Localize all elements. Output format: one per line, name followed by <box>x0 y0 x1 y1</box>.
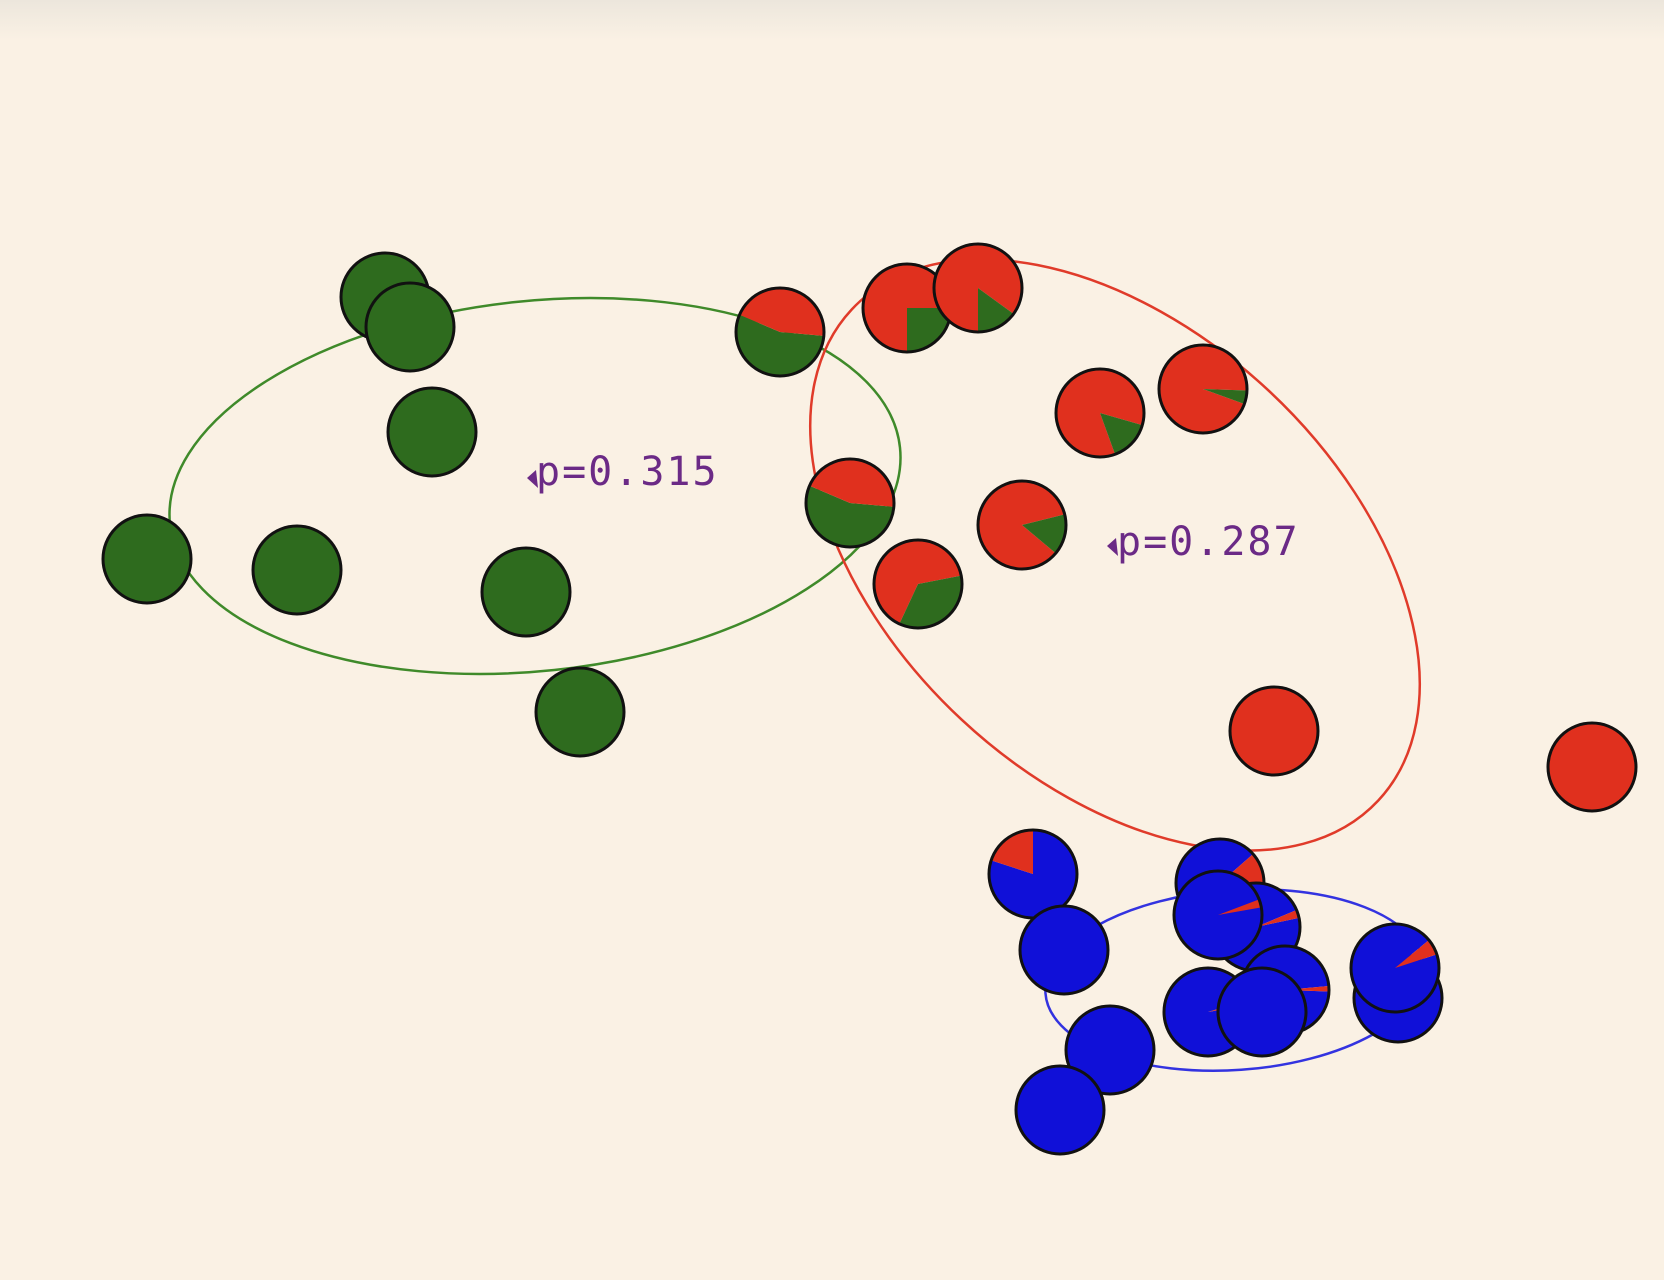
top-edge-shade <box>0 0 1664 40</box>
pie-slice-green <box>899 575 962 628</box>
point-fill <box>366 283 454 371</box>
data-point-green <box>364 281 456 373</box>
point-fill <box>482 548 570 636</box>
point-outline <box>251 524 343 616</box>
point-outline <box>804 457 896 549</box>
point-outline <box>364 281 456 373</box>
pie-slice-green <box>907 308 951 352</box>
data-point-blue <box>1018 904 1110 996</box>
point-fill <box>103 515 191 603</box>
point-fill <box>388 388 476 476</box>
data-point-blue <box>1172 869 1264 961</box>
pie-slice-red <box>873 540 962 624</box>
point-outline <box>1014 1064 1106 1156</box>
data-point-green <box>734 286 826 378</box>
point-outline <box>386 386 478 478</box>
green-cluster-probability-label: p=0.315 <box>536 449 719 495</box>
pie-slice-red <box>991 830 1033 874</box>
point-outline <box>480 546 572 638</box>
pie-slice-red <box>1256 909 1300 927</box>
pie-slice-red <box>739 287 824 336</box>
data-point-red <box>1228 685 1320 777</box>
point-outline <box>1546 721 1638 813</box>
data-point-blue <box>1014 1064 1106 1156</box>
pie-slice-green <box>1022 514 1066 554</box>
pie-slice-red <box>1056 368 1145 457</box>
data-point-blue <box>1349 922 1441 1014</box>
data-point-red <box>1157 343 1249 435</box>
pie-slice-green <box>1203 389 1247 405</box>
point-outline <box>1228 685 1320 777</box>
pie-slice-red <box>1159 345 1247 434</box>
data-point-red <box>976 479 1068 571</box>
point-outline <box>932 242 1024 334</box>
point-fill <box>1218 968 1306 1056</box>
pie-slice-green <box>736 314 824 376</box>
point-outline <box>1018 904 1110 996</box>
point-outline <box>976 479 1068 571</box>
pie-slice-blue <box>1350 923 1439 1012</box>
points-layer <box>101 242 1638 1156</box>
pie-slice-red <box>934 244 1023 332</box>
point-fill <box>1230 687 1318 775</box>
green-cluster-label-group: p=0.315 <box>527 449 719 495</box>
pie-slice-red <box>1218 899 1262 915</box>
red-cluster-ellipse <box>809 258 1421 852</box>
point-fill <box>1020 906 1108 994</box>
data-point-green <box>101 513 193 605</box>
green-cluster-mean-marker <box>527 470 538 488</box>
data-point-green <box>804 457 896 549</box>
pie-slice-red <box>978 480 1065 569</box>
pie-slice-blue <box>1174 871 1262 960</box>
point-outline <box>101 513 193 605</box>
pie-slice-green <box>978 288 1014 332</box>
pie-slice-green <box>1100 413 1143 455</box>
data-point-red <box>872 538 964 630</box>
pie-slice-green <box>806 485 894 548</box>
point-outline <box>1349 922 1441 1014</box>
data-point-red <box>1546 721 1638 813</box>
point-outline <box>734 286 826 378</box>
point-outline <box>872 538 964 630</box>
red-cluster-mean-marker <box>1107 538 1118 556</box>
pie-slice-red <box>1395 939 1437 968</box>
pie-slice-red <box>809 459 894 507</box>
data-point-green <box>251 524 343 616</box>
data-point-red <box>932 242 1024 334</box>
data-point-blue <box>1064 1004 1156 1096</box>
point-fill <box>1016 1066 1104 1154</box>
point-outline <box>1216 966 1308 1058</box>
point-outline <box>1064 1004 1156 1096</box>
data-point-green <box>534 666 626 758</box>
point-fill <box>1066 1006 1154 1094</box>
point-fill <box>253 526 341 614</box>
point-outline <box>1054 367 1146 459</box>
point-outline <box>1157 343 1249 435</box>
data-point-blue <box>1216 966 1308 1058</box>
red-cluster-probability-label: p=0.287 <box>1117 519 1300 565</box>
data-point-green <box>386 386 478 478</box>
data-point-red <box>1054 367 1146 459</box>
data-point-green <box>480 546 572 638</box>
point-outline <box>1172 869 1264 961</box>
point-outline <box>534 666 626 758</box>
point-fill <box>536 668 624 756</box>
red-cluster-label-group: p=0.287 <box>1107 519 1300 565</box>
point-fill <box>1548 723 1636 811</box>
